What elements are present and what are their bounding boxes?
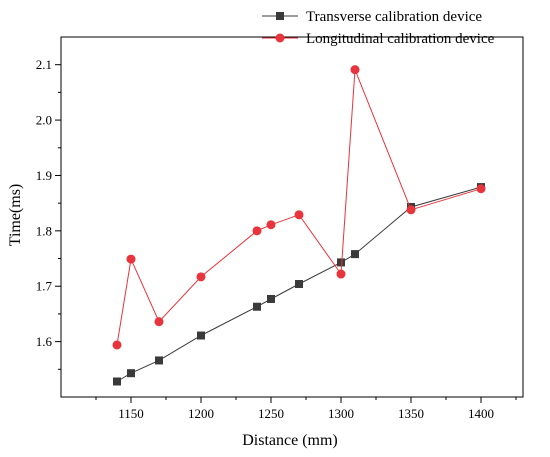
- y-tick-label: 1.7: [36, 279, 53, 294]
- legend-label: Longitudinal calibration device: [306, 31, 495, 47]
- data-point-square: [197, 331, 205, 340]
- x-tick-label: 1150: [118, 406, 144, 421]
- data-point-square: [155, 356, 163, 365]
- y-tick-label: 1.6: [36, 334, 53, 349]
- legend: Transverse calibration device Longitudina…: [262, 9, 495, 47]
- data-point-square: [127, 369, 135, 378]
- series-layer: [112, 65, 486, 386]
- y-tick-label: 2.1: [36, 57, 52, 72]
- axes: [60, 36, 524, 398]
- data-point-square: [351, 250, 359, 259]
- data-point-circle: [336, 269, 346, 279]
- data-point-circle: [126, 254, 136, 264]
- y-tick-label: 1.9: [36, 168, 52, 183]
- y-axis-title: Time(ms): [7, 184, 24, 247]
- legend-label: Transverse calibration device: [306, 9, 482, 25]
- x-tick-label: 1250: [258, 406, 284, 421]
- x-tick-label: 1350: [398, 406, 424, 421]
- x-tick-label: 1200: [188, 406, 214, 421]
- data-point-square: [113, 377, 121, 386]
- x-axis-title: Distance (mm): [242, 432, 338, 449]
- ticks: 1150 1200 1250 1300 1350 1400 1.6 1.7 1.8 1.9 2.0 2…: [36, 57, 517, 421]
- data-point-square: [337, 258, 345, 267]
- series-line: [116, 69, 482, 345]
- y-tick-label: 1.8: [36, 223, 52, 238]
- legend-marker-circle: [275, 33, 285, 43]
- data-point-circle: [196, 272, 206, 282]
- x-tick-label: 1300: [328, 406, 354, 421]
- y-tick-label: 2.0: [36, 113, 52, 128]
- legend-marker-square: [276, 12, 284, 20]
- data-point-circle: [350, 65, 360, 75]
- data-point-square: [267, 294, 275, 303]
- data-point-circle: [252, 226, 262, 236]
- data-point-circle: [406, 205, 416, 215]
- data-point-circle: [294, 210, 304, 220]
- series-2: [112, 65, 486, 350]
- data-point-circle: [476, 184, 486, 194]
- data-point-circle: [154, 317, 164, 327]
- data-point-square: [295, 280, 303, 289]
- data-point-square: [253, 302, 261, 311]
- x-tick-label: 1400: [468, 406, 494, 421]
- plot-frame: [60, 36, 524, 398]
- data-point-circle: [112, 340, 122, 350]
- data-point-circle: [266, 220, 276, 230]
